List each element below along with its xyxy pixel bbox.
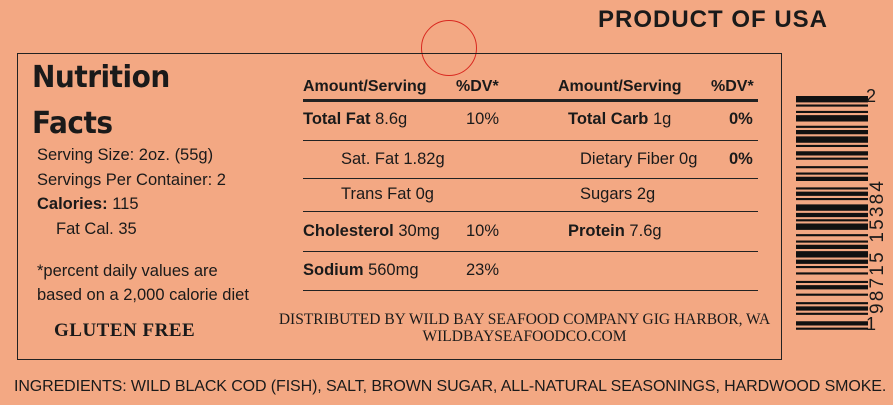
nutrient-label: Sodium [303,261,364,279]
barcode-bar [796,251,868,258]
barcode-bar [796,240,868,243]
calories-label: Calories: [37,195,108,213]
nutrient-right-1: Dietary Fiber 0g [580,150,697,169]
barcode-bar [796,110,868,114]
barcode-bar [796,176,868,181]
nutrient-right-3: Protein 7.6g [568,222,662,241]
nutrient-dv: 10% [466,222,500,240]
barcode-bar [796,212,868,218]
barcode-bar [796,204,868,211]
barcode-bar [796,321,868,326]
barcode-bar [796,151,868,156]
nutrient-left-4: Sodium 560mg [303,261,419,280]
nutrient-amount: 1g [648,110,672,128]
dv-header-right: %DV* [711,78,754,95]
nutrient-label: Cholesterol [303,222,394,240]
barcode-bar [796,285,868,290]
barcode-bar [796,104,868,107]
nutrient-amount: 7.6g [624,222,662,240]
barcode-bar [796,191,868,196]
row-divider [303,140,758,141]
nutrient-left-1: Sat. Fat 1.82g [341,150,445,169]
barcode-digits: 98715 15384 [867,178,888,314]
nutrient-label: Sugars 2g [580,185,656,203]
product-origin: PRODUCT OF USA [598,6,828,33]
nutrition-panel [17,53,782,360]
serving-size: Serving Size: 2oz. (55g) [37,146,214,164]
amount-header-right: Amount/Serving [558,78,682,95]
registration-circle [421,20,477,76]
barcode [796,96,868,330]
barcode-bar [796,125,868,128]
ingredients-list: INGREDIENTS: WILD BLACK COD (FISH), SALT… [14,378,887,395]
barcode-bar [796,223,868,230]
nutrient-amount: 30mg [393,222,440,240]
nutrient-label: Protein [568,222,625,240]
barcode-bar [796,187,868,190]
barcode-bar [796,293,868,296]
barcode-bar [796,136,868,143]
nutrient-label: Sat. Fat 1.82g [341,150,445,168]
barcode-bar [796,130,868,135]
row-divider [303,251,758,252]
row-divider [303,290,758,291]
barcode-bar [796,266,868,269]
barcode-bar [796,302,868,305]
calories: Calories: 115 [37,195,139,214]
barcode-bar [796,96,868,103]
nutrient-label: Trans Fat 0g [341,185,434,203]
barcode-number: 98715 15384 [867,124,891,314]
barcode-bar [796,172,868,175]
nutrient-right-2: Sugars 2g [580,185,655,204]
footnote-line1: *percent daily values are [37,262,218,280]
nutrient-dv: 23% [466,261,500,279]
dv-header-left: %DV* [456,78,499,95]
nutrient-label: Total Carb [568,110,649,128]
nutrient-right-0: Total Carb 1g [568,110,671,129]
barcode-bar [796,219,868,222]
calories-value: 115 [107,195,139,213]
nutrient-left-0: Total Fat 8.6g [303,110,407,129]
nutrient-dv: 0% [729,110,753,128]
nutrient-label: Total Fat [303,110,371,128]
barcode-bar [796,272,868,275]
barcode-bar [796,234,868,237]
barcode-bar [796,115,868,122]
barcode-bar [796,280,868,284]
barcode-bar [796,198,868,201]
barcode-bar [796,306,868,311]
barcode-top-digit: 2 [866,86,877,106]
distributor-line: DISTRIBUTED BY WILD BAY SEAFOOD COMPANY … [278,311,771,328]
row-divider [303,211,758,212]
barcode-bar [796,166,868,169]
barcode-bar [796,144,868,148]
barcode-bar [796,327,868,330]
nutrient-amount: 8.6g [370,110,408,128]
barcode-bar [796,157,868,160]
distributor-info: DISTRIBUTED BY WILD BAY SEAFOOD COMPANY … [272,311,777,345]
nutrient-dv: 0% [729,150,753,168]
nutrient-left-3: Cholesterol 30mg [303,222,440,241]
nutrient-left-2: Trans Fat 0g [341,185,434,204]
nutrient-dv: 10% [466,110,500,128]
nutrient-amount: 560mg [363,261,419,279]
barcode-bar [796,244,868,249]
gluten-free-badge: GLUTEN FREE [54,320,196,341]
nutrition-title-line2: Facts [32,104,113,141]
servings-per-container: Servings Per Container: 2 [37,171,226,189]
barcode-bottom-digit: 1 [866,314,877,334]
header-divider [303,99,758,102]
footnote-line2: based on a 2,000 calorie diet [37,286,249,304]
amount-header-left: Amount/Serving [303,78,427,95]
fat-calories: Fat Cal. 35 [56,220,137,238]
barcode-bar [796,259,868,264]
row-divider [303,178,758,179]
nutrition-title-line1: Nutrition [32,58,170,95]
barcode-bar [796,312,868,315]
nutrient-label: Dietary Fiber 0g [580,150,698,168]
distributor-website: WILDBAYSEAFOODCO.COM [422,328,627,345]
